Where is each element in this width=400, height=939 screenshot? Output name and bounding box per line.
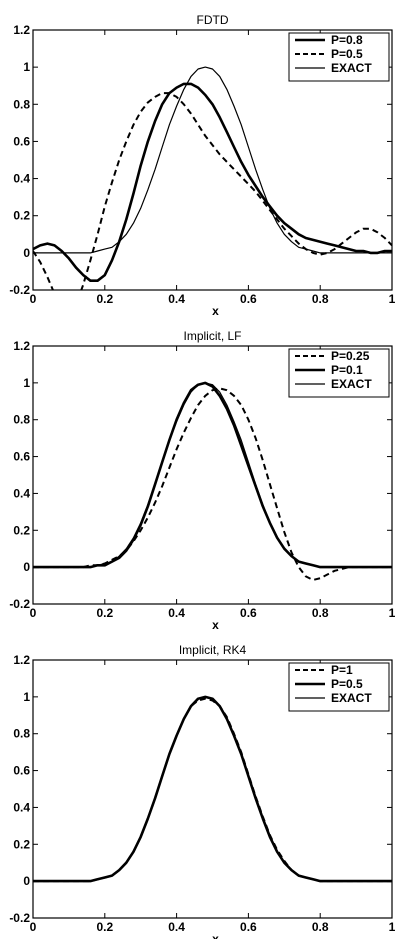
y-tick-label: 1 xyxy=(23,690,30,704)
y-tick-label: 0 xyxy=(23,874,30,888)
x-tick-label: 0.6 xyxy=(240,606,257,620)
y-tick-label: 0.8 xyxy=(13,413,30,427)
legend-label: P=0.25 xyxy=(331,349,370,363)
x-tick-label: 0.4 xyxy=(168,606,185,620)
y-tick-label: 0 xyxy=(23,246,30,260)
x-axis-label: x xyxy=(212,304,219,318)
series-line-exact xyxy=(33,66,392,254)
legend-label: EXACT xyxy=(331,691,372,705)
x-tick-label: 0.8 xyxy=(312,920,329,934)
series-group xyxy=(33,66,392,290)
y-tick-label: 1 xyxy=(23,60,30,74)
series-group xyxy=(33,695,392,883)
series-line-p-0-5 xyxy=(33,92,392,290)
legend-label: P=0.5 xyxy=(331,47,363,61)
legend-label: EXACT xyxy=(331,61,372,75)
x-tick-label: 1 xyxy=(389,920,396,934)
x-tick-label: 0.4 xyxy=(168,292,185,306)
y-tick-label: 0.2 xyxy=(13,209,30,223)
series-line-p-0-8 xyxy=(33,82,392,282)
x-tick-label: 0.2 xyxy=(96,292,113,306)
series-group xyxy=(33,381,392,581)
x-tick-label: 0 xyxy=(30,606,37,620)
chart-panel-2: Implicit, LF0 0.2 0.4 0.6 0.8 1-0.200.20.40.6… xyxy=(9,329,395,632)
y-tick-label: 0.2 xyxy=(13,837,30,851)
x-tick-label: 0 xyxy=(30,920,37,934)
legend-label: P=0.8 xyxy=(331,33,363,47)
plot-frame xyxy=(32,29,393,291)
x-axis-label: x xyxy=(212,618,219,632)
y-tick-label: 0.2 xyxy=(13,523,30,537)
x-tick-label: 0.6 xyxy=(240,920,257,934)
y-tick-label: 0.6 xyxy=(13,450,30,464)
series-line-exact xyxy=(33,696,392,882)
x-tick-label: 0.8 xyxy=(312,606,329,620)
x-tick-label: 0 xyxy=(30,292,37,306)
chart-title: Implicit, RK4 xyxy=(179,643,247,657)
y-tick-label: 1.2 xyxy=(13,653,30,667)
y-tick-label: -0.2 xyxy=(9,597,30,611)
legend-label: P=1 xyxy=(331,663,353,677)
x-tick-label: 0.4 xyxy=(168,920,185,934)
y-tick-label: 0.4 xyxy=(13,800,30,814)
chart-title: Implicit, LF xyxy=(183,329,241,343)
legend-label: P=0.1 xyxy=(331,363,363,377)
legend-label: EXACT xyxy=(331,377,372,391)
y-tick-label: 0 xyxy=(23,560,30,574)
y-tick-label: 0.4 xyxy=(13,486,30,500)
series-line-exact xyxy=(33,382,392,568)
legend-label: P=0.5 xyxy=(331,677,363,691)
plot-frame xyxy=(32,345,393,605)
x-axis-label: x xyxy=(212,932,219,939)
y-tick-label: -0.2 xyxy=(9,911,30,925)
y-tick-label: 0.8 xyxy=(13,97,30,111)
y-tick-label: -0.2 xyxy=(9,283,30,297)
x-tick-label: 0.2 xyxy=(96,606,113,620)
y-tick-label: 1.2 xyxy=(13,23,30,37)
y-tick-label: 0.6 xyxy=(13,134,30,148)
x-tick-label: 0.8 xyxy=(312,292,329,306)
plot-frame xyxy=(32,659,393,919)
x-tick-label: 1 xyxy=(389,606,396,620)
y-tick-label: 0.8 xyxy=(13,727,30,741)
chart-title: FDTD xyxy=(197,13,229,27)
y-tick-label: 1 xyxy=(23,376,30,390)
x-tick-label: 0.6 xyxy=(240,292,257,306)
x-tick-label: 0.2 xyxy=(96,920,113,934)
x-tick-label: 1 xyxy=(389,292,396,306)
y-tick-label: 0.4 xyxy=(13,172,30,186)
y-tick-label: 0.6 xyxy=(13,764,30,778)
y-tick-label: 1.2 xyxy=(13,339,30,353)
